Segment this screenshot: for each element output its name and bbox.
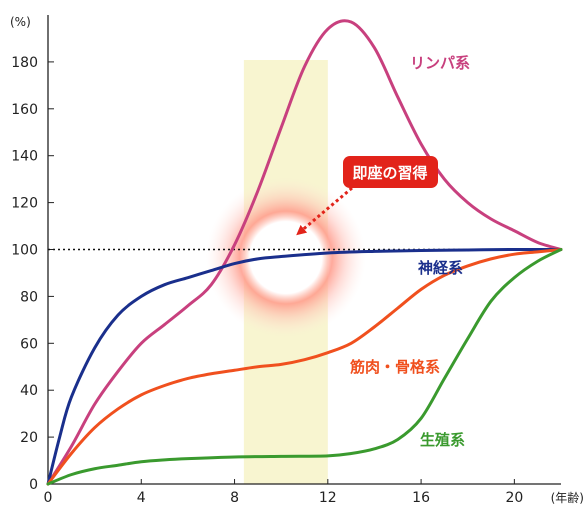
y-axis-unit: (%) <box>10 15 31 29</box>
y-tick-label: 0 <box>29 477 38 493</box>
series-label-nerve: 神経系 <box>418 259 463 277</box>
y-tick-label: 160 <box>11 102 38 118</box>
callout: 即座の習得 <box>296 156 438 236</box>
series-line-reproductive <box>46 248 563 486</box>
y-tick-label: 120 <box>11 196 38 212</box>
series-line-nerve <box>46 247 563 486</box>
x-tick-label: 0 <box>44 490 53 506</box>
x-tick-label: 8 <box>230 490 239 506</box>
x-tick-label: 4 <box>137 490 146 506</box>
x-tick-label: 20 <box>505 490 523 506</box>
y-tick-label: 80 <box>20 289 38 305</box>
callout-arrow <box>296 186 353 236</box>
x-tick-label: 16 <box>412 490 430 506</box>
series-label-reproductive: 生殖系 <box>420 431 465 449</box>
x-axis-unit: (年齢) <box>551 490 584 505</box>
series-layer <box>46 19 563 486</box>
y-tick-label: 100 <box>11 243 38 259</box>
callout-text: 即座の習得 <box>352 164 427 182</box>
callout-box <box>343 156 438 188</box>
series-line-muscle <box>46 248 563 486</box>
series-line-lymph <box>46 19 563 486</box>
x-tick-label: 12 <box>319 490 337 506</box>
y-tick-label: 40 <box>20 383 38 399</box>
y-tick-label: 140 <box>11 149 38 165</box>
series-label-lymph: リンパ系 <box>410 54 470 72</box>
series-label-muscle: 筋肉・骨格系 <box>349 358 440 376</box>
series-labels: リンパ系 神経系 筋肉・骨格系 生殖系 <box>349 54 470 449</box>
y-tick-label: 20 <box>20 430 38 446</box>
y-tick-label: 60 <box>20 336 38 352</box>
y-tick-label: 180 <box>11 55 38 71</box>
